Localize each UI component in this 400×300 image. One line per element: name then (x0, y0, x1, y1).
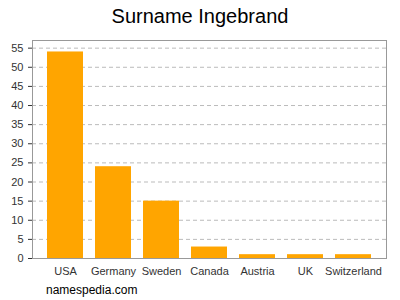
html-text:Surname Ingebrand: Surname Ingebrand (111, 5, 289, 27)
svg-text:10: 10 (11, 214, 23, 226)
svg-text:0: 0 (17, 252, 23, 264)
svg-text:Switzerland: Switzerland (325, 265, 382, 277)
svg-text:50: 50 (11, 61, 23, 73)
svg-text:45: 45 (11, 80, 23, 92)
svg-text:Austria: Austria (240, 265, 275, 277)
svg-text:USA: USA (54, 265, 77, 277)
svg-text:5: 5 (17, 233, 23, 245)
svg-text:20: 20 (11, 176, 23, 188)
svg-text:35: 35 (11, 118, 23, 130)
svg-text:30: 30 (11, 137, 23, 149)
svg-text:40: 40 (11, 99, 23, 111)
html-text:namespedia.com: namespedia.com (46, 283, 138, 297)
svg-text:55: 55 (11, 42, 23, 54)
svg-text:Canada: Canada (190, 265, 229, 277)
svg-text:25: 25 (11, 156, 23, 168)
svg-text:Sweden: Sweden (142, 265, 182, 277)
svg-text:Germany: Germany (91, 265, 137, 277)
svg-text:UK: UK (298, 265, 314, 277)
svg-text:15: 15 (11, 195, 23, 207)
